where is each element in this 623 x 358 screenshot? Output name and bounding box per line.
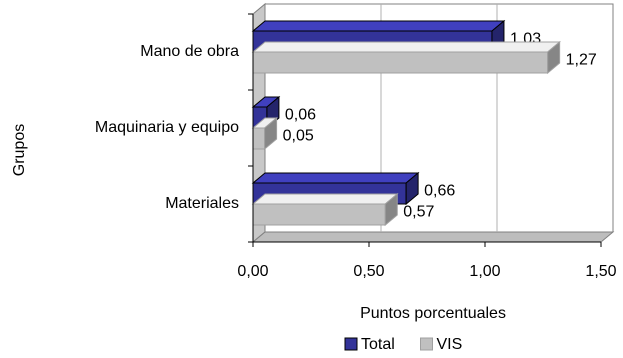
bar-top [251, 20, 506, 32]
x-axis-title: Puntos porcentuales [360, 305, 506, 322]
category-label: Mano de obra [140, 43, 239, 60]
legend-swatch-total [344, 337, 358, 351]
x-tick-label: 0,00 [237, 263, 268, 280]
bar-front [252, 127, 266, 150]
axes: Mano de obra Maquinaria y equipo Materiale… [95, 13, 617, 280]
bar-vis-0 [251, 40, 562, 75]
bar-side [384, 192, 398, 227]
data-label-vis-2: 0,57 [403, 204, 434, 221]
category-label: Maquinaria y equipo [95, 119, 239, 136]
bar-top [251, 41, 562, 53]
x-tick-label: 1,50 [585, 263, 616, 280]
x-tick-label: 1,00 [469, 263, 500, 280]
category-label: Materiales [165, 195, 239, 212]
bars: 1,031,270,060,050,660,57 [251, 19, 597, 227]
bar-side [547, 40, 561, 75]
bar-top [251, 172, 420, 184]
data-label-total-2: 0,66 [424, 183, 455, 200]
legend: Total VIS [344, 336, 463, 353]
x-tick-label: 0,50 [353, 263, 384, 280]
floor [251, 231, 615, 243]
legend-label-vis: VIS [437, 336, 463, 353]
bar-vis-1 [251, 116, 278, 151]
data-label-total-1: 0,06 [285, 107, 316, 124]
bar-side [264, 116, 278, 151]
bar-vis-2 [251, 192, 399, 227]
bar-front [252, 51, 549, 74]
data-label-vis-1: 0,05 [283, 128, 314, 145]
legend-label-total: Total [361, 336, 395, 353]
data-label-vis-0: 1,27 [566, 52, 597, 69]
bar-top [251, 193, 399, 205]
legend-swatch-vis [420, 337, 433, 351]
bar-front [252, 203, 386, 226]
y-axis-title: Grupos [11, 124, 28, 176]
bar-side [405, 171, 419, 206]
